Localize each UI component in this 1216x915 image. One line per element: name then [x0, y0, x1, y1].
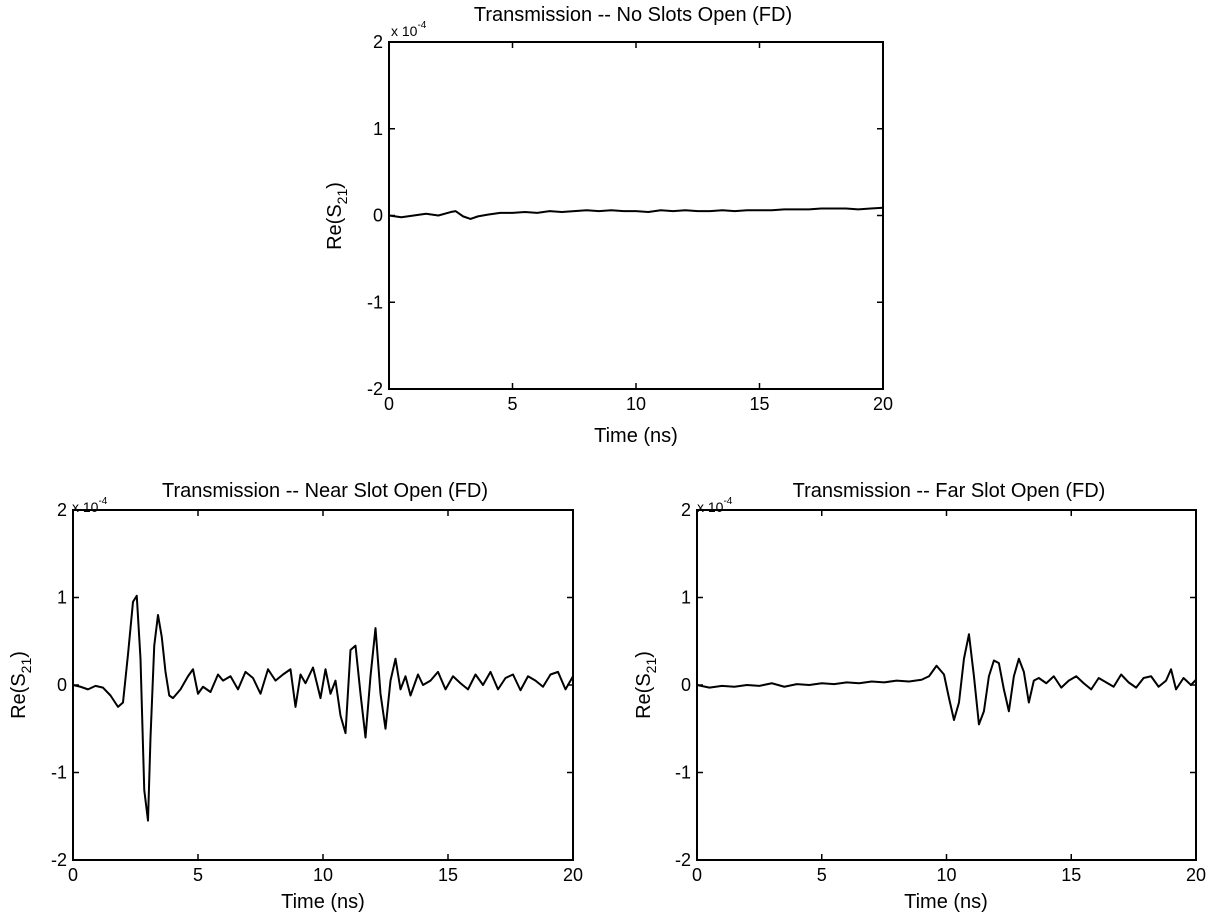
x-tick-label: 10: [313, 865, 333, 885]
ticks-far-slot: 0 5 10 15 20 -2 -1 0 1 2: [675, 500, 1206, 885]
x-tick-label: 0: [68, 865, 78, 885]
ticks-near-slot: 0 5 10 15 20 -2 -1 0 1 2: [51, 500, 583, 885]
y-multiplier-no-slots: x 10-4: [391, 20, 427, 39]
ticks-no-slots: 0 5 10 15 20 -2 -1 0 1 2: [367, 32, 893, 414]
axes-frame-near-slot: [72, 509, 574, 861]
series-line-near-slot: [72, 594, 574, 822]
x-tick-label: 5: [817, 865, 827, 885]
xlabel-far-slot: Time (ns): [904, 891, 988, 913]
y-tick-label: 2: [681, 500, 691, 520]
y-tick-label: 1: [373, 119, 383, 139]
ylabel-no-slots: Re(S21): [324, 182, 350, 250]
y-tick-label: 0: [681, 675, 691, 695]
x-tick-label: 15: [438, 865, 458, 885]
axes-frame-no-slots: [388, 41, 884, 390]
x-tick-label: 10: [626, 394, 646, 414]
x-tick-label: 10: [936, 865, 956, 885]
y-tick-label: -1: [51, 763, 67, 783]
y-tick-label: -2: [367, 379, 383, 399]
x-tick-label: 20: [873, 394, 893, 414]
y-tick-label: 2: [57, 500, 67, 520]
ylabel-near-slot: Re(S21): [8, 651, 34, 719]
panel-no-slots: Transmission -- No Slots Open (FD) x 10-…: [324, 4, 893, 447]
title-near-slot: Transmission -- Near Slot Open (FD): [162, 480, 488, 502]
y-tick-label: -1: [367, 292, 383, 312]
y-tick-label: 0: [57, 675, 67, 695]
x-tick-label: 15: [1061, 865, 1081, 885]
y-tick-label: -1: [675, 763, 691, 783]
series-line-far-slot: [696, 633, 1197, 726]
x-tick-label: 0: [692, 865, 702, 885]
y-tick-label: -2: [51, 850, 67, 870]
x-tick-label: 15: [749, 394, 769, 414]
x-tick-label: 5: [507, 394, 517, 414]
x-tick-label: 0: [384, 394, 394, 414]
panel-near-slot: Transmission -- Near Slot Open (FD) x 10…: [8, 480, 583, 913]
x-tick-label: 20: [563, 865, 583, 885]
y-tick-label: -2: [675, 850, 691, 870]
x-tick-label: 20: [1186, 865, 1206, 885]
axes-frame-far-slot: [696, 509, 1197, 861]
x-tick-label: 5: [193, 865, 203, 885]
y-tick-label: 2: [373, 32, 383, 52]
ylabel-far-slot: Re(S21): [633, 651, 659, 719]
y-multiplier-near-slot: x 10-4: [72, 496, 108, 515]
panel-far-slot: Transmission -- Far Slot Open (FD) x 10-…: [633, 480, 1206, 913]
y-tick-label: 1: [681, 588, 691, 608]
y-tick-label: 0: [373, 206, 383, 226]
title-no-slots: Transmission -- No Slots Open (FD): [474, 4, 792, 26]
y-tick-label: 1: [57, 588, 67, 608]
title-far-slot: Transmission -- Far Slot Open (FD): [793, 480, 1106, 502]
y-multiplier-far-slot: x 10-4: [697, 496, 733, 515]
xlabel-no-slots: Time (ns): [594, 425, 678, 447]
xlabel-near-slot: Time (ns): [281, 891, 365, 913]
series-line-no-slots: [388, 206, 884, 220]
